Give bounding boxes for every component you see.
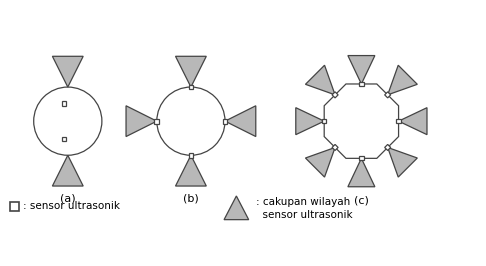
Polygon shape: [175, 56, 206, 87]
Polygon shape: [225, 106, 256, 136]
Polygon shape: [224, 196, 249, 220]
Bar: [359, 82, 364, 86]
Bar: [384, 144, 391, 151]
Polygon shape: [324, 84, 399, 158]
Polygon shape: [306, 147, 335, 177]
Bar: [359, 156, 364, 160]
Bar: [11, 202, 19, 211]
Polygon shape: [388, 65, 417, 95]
Bar: [189, 85, 193, 89]
Text: (c): (c): [354, 196, 369, 206]
Bar: [62, 101, 67, 106]
Text: (b): (b): [183, 193, 199, 203]
Bar: [155, 119, 159, 123]
Text: (a): (a): [60, 193, 76, 203]
Polygon shape: [296, 108, 324, 135]
Polygon shape: [306, 65, 335, 95]
Bar: [62, 136, 67, 141]
Bar: [223, 119, 227, 123]
Bar: [189, 153, 193, 158]
Bar: [332, 144, 338, 151]
Polygon shape: [52, 56, 83, 87]
Text: sensor ultrasonik: sensor ultrasonik: [256, 210, 352, 220]
Bar: [397, 119, 400, 123]
Polygon shape: [348, 158, 375, 187]
Polygon shape: [126, 106, 157, 136]
Bar: [332, 92, 338, 98]
Polygon shape: [175, 155, 206, 186]
Text: : sensor ultrasonik: : sensor ultrasonik: [23, 201, 120, 211]
Polygon shape: [399, 108, 427, 135]
Text: : cakupan wilayah: : cakupan wilayah: [256, 197, 350, 207]
Bar: [384, 92, 391, 98]
Polygon shape: [388, 147, 417, 177]
Bar: [322, 119, 326, 123]
Polygon shape: [348, 56, 375, 84]
Polygon shape: [52, 155, 83, 186]
